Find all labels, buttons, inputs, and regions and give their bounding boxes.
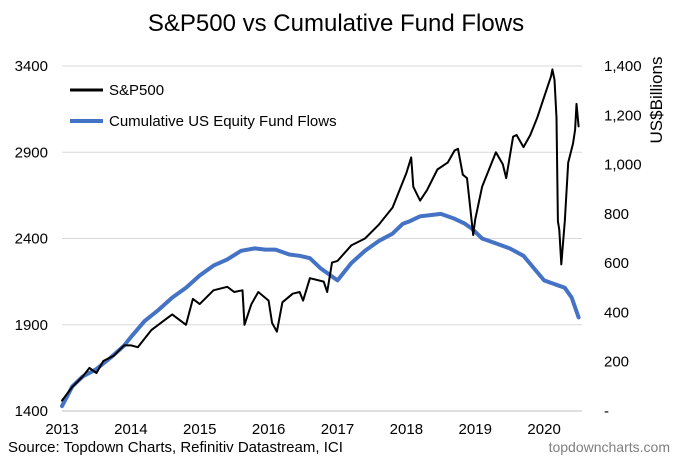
left-tick-label: 1400 [15,403,48,420]
x-axis-ticks: 2013 2014 2015 2016 2017 2018 2019 2020 [45,421,560,438]
right-tick-label: 800 [604,206,629,223]
right-tick-label: 400 [604,304,629,321]
x-tick-label: 2016 [252,421,285,438]
left-tick-label: 2400 [15,231,48,248]
x-tick-label: 2017 [321,421,354,438]
right-tick-label: - [604,403,609,420]
right-tick-label: 600 [604,255,629,272]
x-tick-label: 2019 [459,421,492,438]
legend: S&P500 Cumulative US Equity Fund Flows [70,82,337,130]
source-note: Source: Topdown Charts, Refinitiv Datast… [8,439,343,456]
x-tick-label: 2013 [45,421,78,438]
watermark: topdowncharts.com [549,439,670,455]
right-axis-ticks: - 200 400 600 800 1,000 1,200 1,400 [604,58,642,420]
series-layer [60,68,581,409]
right-tick-label: 1,400 [604,58,642,75]
x-tick-label: 2015 [183,421,216,438]
left-tick-label: 3400 [15,58,48,75]
right-tick-label: 200 [604,354,629,371]
left-tick-label: 1900 [15,317,48,334]
legend-label-sp500: S&P500 [109,82,164,99]
series-line-sp500 [61,68,580,402]
left-tick-label: 2900 [15,144,48,161]
right-tick-label: 1,000 [604,157,642,174]
series-line-fund-flows [60,211,581,409]
legend-label-fund-flows: Cumulative US Equity Fund Flows [109,113,337,130]
right-tick-label: 1,200 [604,107,642,124]
x-tick-label: 2020 [527,421,560,438]
right-axis-title: US$Billions [647,57,666,144]
left-axis-ticks: 1400 1900 2400 2900 3400 [15,58,48,420]
chart-title: S&P500 vs Cumulative Fund Flows [148,10,524,37]
x-tick-label: 2018 [390,421,423,438]
x-tick-label: 2014 [114,421,147,438]
